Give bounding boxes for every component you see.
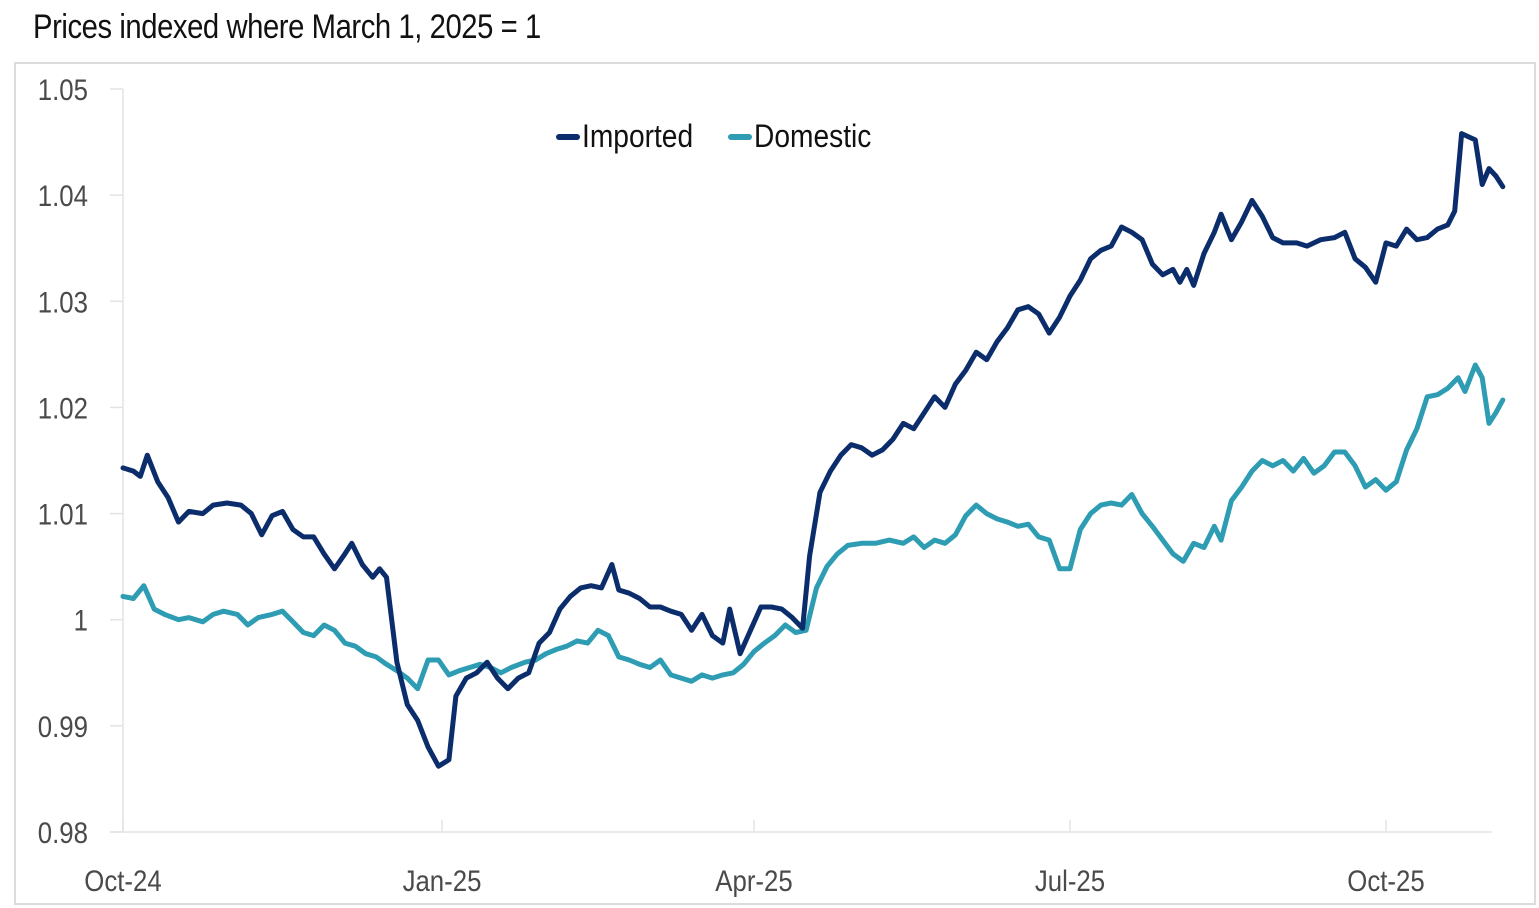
y-tick-label: 1 — [74, 604, 88, 637]
x-tick-label: Jan-25 — [403, 864, 482, 897]
x-axis: Oct-24 Jan-25 Apr-25 Jul-25 Oct-25 — [84, 820, 1492, 897]
y-axis: 1.05 1.04 1.03 1.02 1.01 1 0.99 0.98 — [38, 73, 124, 849]
legend-item-domestic: Domestic — [728, 118, 887, 155]
x-tick-label: Apr-25 — [715, 864, 792, 897]
x-tick-label: Oct-24 — [84, 864, 161, 897]
x-tick-label: Oct-25 — [1347, 864, 1424, 897]
y-tick-label: 0.99 — [38, 710, 88, 743]
domestic-swatch-icon — [728, 133, 753, 140]
chart-title: Prices indexed where March 1, 2025 = 1 — [33, 8, 541, 46]
y-tick-label: 1.04 — [38, 179, 88, 212]
legend-item-imported: Imported — [556, 118, 708, 155]
y-tick-label: 1.01 — [38, 498, 88, 531]
imported-series-line — [120, 131, 1506, 769]
imported-swatch-icon — [556, 133, 580, 140]
domestic-series-line — [120, 362, 1506, 692]
legend-label-domestic: Domestic — [754, 118, 872, 154]
y-tick-label: 0.98 — [38, 816, 88, 849]
y-tick-label: 1.05 — [38, 73, 88, 106]
y-tick-label: 1.02 — [38, 392, 88, 425]
y-tick-label: 1.03 — [38, 285, 88, 318]
legend-label-imported: Imported — [582, 118, 694, 154]
chart-legend: Imported Domestic — [556, 118, 908, 155]
chart-frame — [14, 62, 1536, 905]
x-tick-label: Jul-25 — [1035, 864, 1105, 897]
